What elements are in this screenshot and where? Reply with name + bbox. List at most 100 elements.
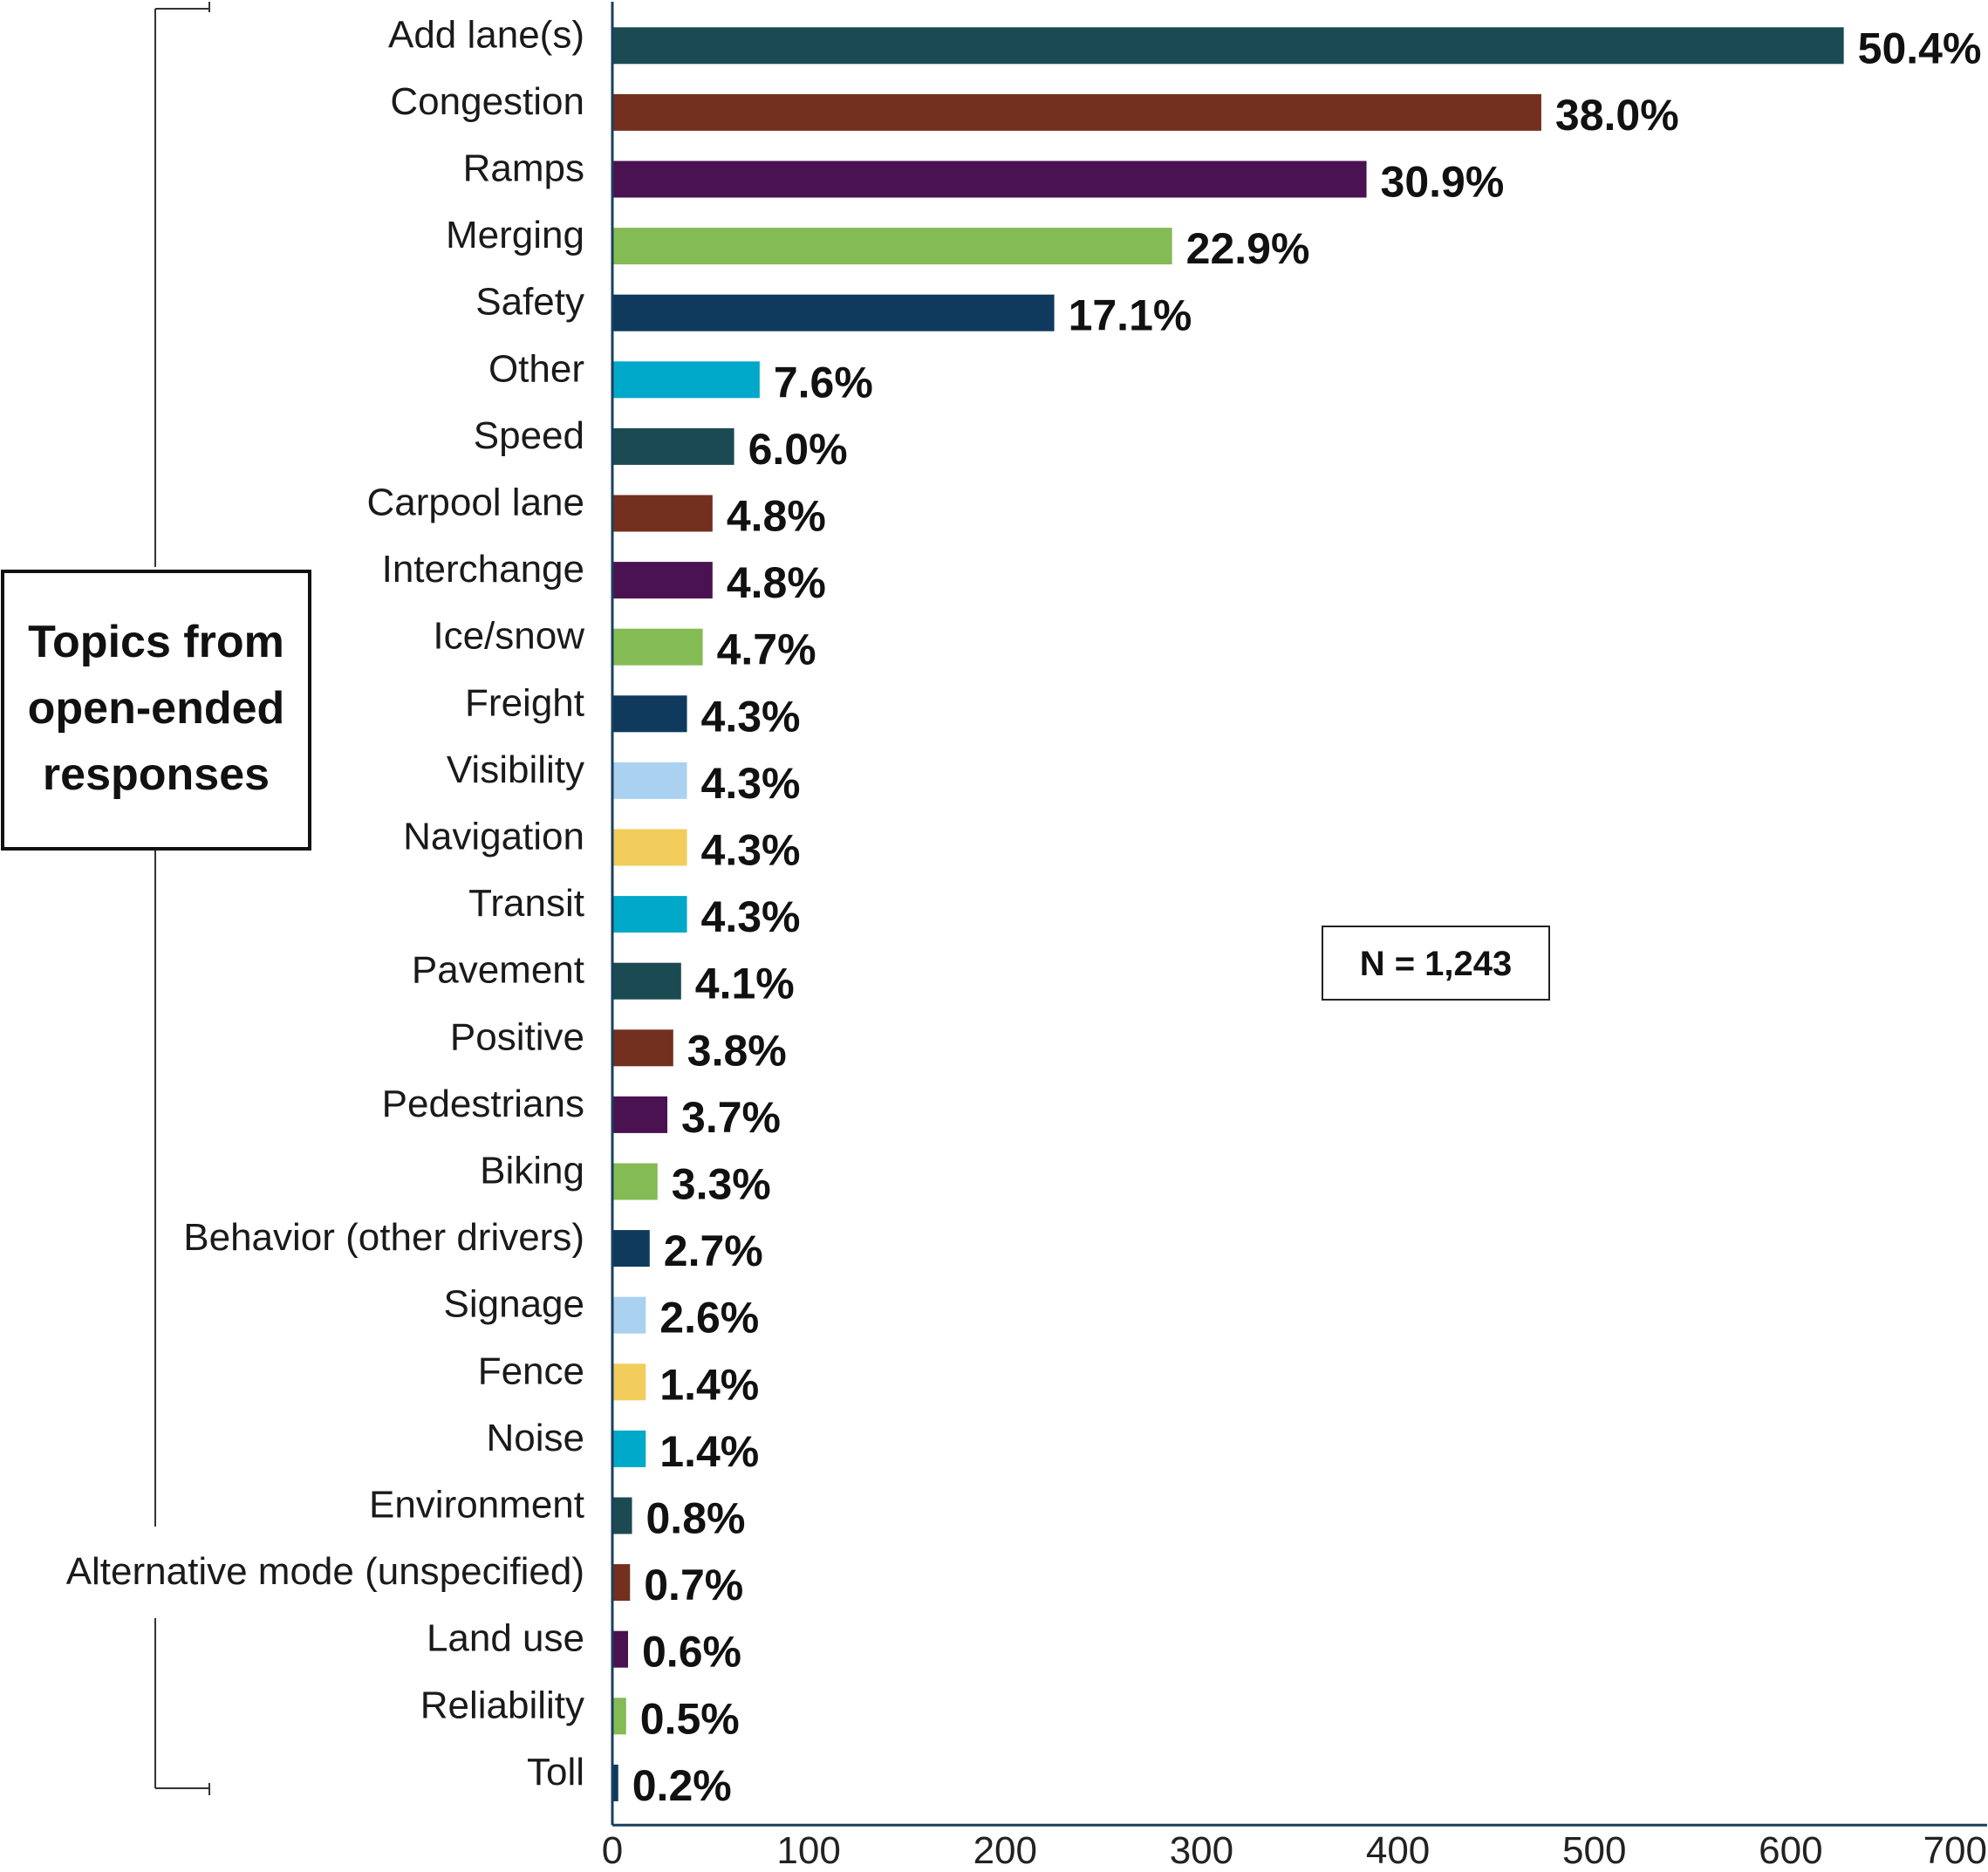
category-label: Navigation	[403, 816, 584, 858]
data-label: 0.5%	[640, 1694, 740, 1743]
bar	[612, 294, 1055, 331]
bar	[612, 427, 734, 465]
bar	[612, 1163, 658, 1200]
data-label: 3.3%	[672, 1160, 771, 1209]
x-tick-label: 300	[1170, 1829, 1233, 1872]
data-label: 4.8%	[727, 558, 826, 607]
category-label: Noise	[487, 1417, 585, 1459]
category-label: Ramps	[463, 147, 584, 190]
category-bracket	[154, 2, 210, 1795]
data-label: 1.4%	[659, 1427, 759, 1476]
category-label: Visibility	[447, 748, 584, 791]
data-label: 4.3%	[701, 826, 801, 875]
data-label: 7.6%	[774, 358, 873, 407]
data-label: 30.9%	[1381, 158, 1505, 207]
data-label: 0.8%	[646, 1494, 746, 1543]
data-label: 6.0%	[748, 425, 848, 474]
data-label: 3.7%	[681, 1093, 781, 1142]
category-label: Speed	[474, 414, 584, 457]
category-label: Ice/snow	[433, 615, 584, 658]
x-tick-label: 0	[602, 1829, 623, 1872]
category-label: Toll	[527, 1751, 584, 1793]
sample-size-frame	[1322, 926, 1550, 1001]
bar	[612, 829, 687, 866]
bar	[612, 93, 1541, 131]
bar	[612, 1564, 631, 1602]
data-label: 1.4%	[659, 1360, 759, 1409]
x-tick-label: 600	[1759, 1829, 1822, 1872]
data-label: 0.2%	[632, 1761, 732, 1810]
data-label: 2.7%	[664, 1226, 763, 1275]
data-label: 4.7%	[717, 625, 816, 674]
topics-box: Topics from open-ended responses	[1, 570, 311, 851]
category-label: Congestion	[390, 80, 584, 123]
bar	[612, 762, 687, 799]
category-label: Add lane(s)	[388, 13, 584, 56]
bar	[612, 361, 760, 399]
bar	[612, 161, 1367, 198]
data-label: 2.6%	[659, 1294, 759, 1343]
bar	[612, 628, 703, 666]
category-label: Pavement	[412, 949, 584, 992]
category-label: Other	[488, 347, 584, 390]
category-label: Alternative mode (unspecified)	[66, 1550, 584, 1593]
bar	[612, 1230, 650, 1267]
topics-box-line-1: Topics from	[28, 617, 284, 667]
x-tick-label: 500	[1562, 1829, 1626, 1872]
bar	[612, 228, 1172, 265]
x-tick-label: 100	[776, 1829, 840, 1872]
data-label: 4.1%	[695, 960, 795, 1008]
category-label: Reliability	[420, 1684, 584, 1726]
category-label: Fence	[478, 1349, 584, 1392]
category-label: Biking	[480, 1150, 584, 1192]
category-label: Behavior (other drivers)	[183, 1216, 584, 1259]
bar	[612, 1363, 646, 1401]
x-tick-label: 400	[1366, 1829, 1430, 1872]
data-label: 4.3%	[701, 692, 801, 741]
topics-box-line-2: open-ended	[28, 683, 285, 734]
bar	[612, 1296, 646, 1334]
bar	[612, 695, 687, 733]
data-label: 4.3%	[701, 759, 801, 808]
data-label: 22.9%	[1186, 224, 1310, 273]
x-tick-label: 700	[1923, 1829, 1987, 1872]
data-label: 4.8%	[727, 492, 826, 541]
bar	[612, 562, 713, 599]
bar	[612, 896, 687, 933]
category-label: Transit	[468, 882, 584, 925]
bar	[612, 962, 681, 1000]
bar	[612, 27, 1844, 65]
bar	[612, 1764, 618, 1801]
category-label: Merging	[446, 214, 584, 256]
data-label: 50.4%	[1858, 24, 1982, 72]
category-label: Positive	[450, 1015, 584, 1058]
data-label: 3.8%	[687, 1026, 787, 1075]
bar	[612, 1630, 629, 1668]
topics-box-line-3: responses	[43, 749, 270, 800]
sample-size-box: N = 1,243	[1322, 926, 1550, 1001]
data-label: 17.1%	[1069, 291, 1192, 340]
data-label: 0.6%	[642, 1628, 741, 1677]
x-tick-label: 200	[974, 1829, 1037, 1872]
data-label: 38.0%	[1555, 91, 1679, 140]
bar	[612, 1430, 646, 1467]
category-label: Pedestrians	[382, 1083, 584, 1125]
category-label: Freight	[465, 681, 584, 724]
sample-size-label: N = 1,243	[1360, 945, 1513, 983]
bar	[612, 1029, 673, 1067]
bar	[612, 1096, 668, 1133]
bar	[612, 495, 713, 532]
bar	[612, 1698, 626, 1735]
category-label: Interchange	[382, 548, 584, 591]
plot-area: Add lane(s) 50.4% Congestion 38.0% Ramps 30.9…	[66, 2, 1987, 1872]
data-label: 4.3%	[701, 892, 801, 941]
bar	[612, 1497, 632, 1534]
data-label: 0.7%	[644, 1561, 743, 1609]
category-label: Safety	[475, 281, 584, 324]
category-label: Carpool lane	[367, 482, 585, 524]
category-label: Signage	[444, 1283, 584, 1326]
topics-box-frame	[1, 570, 311, 851]
category-label: Land use	[427, 1617, 584, 1660]
category-label: Environment	[369, 1484, 584, 1527]
